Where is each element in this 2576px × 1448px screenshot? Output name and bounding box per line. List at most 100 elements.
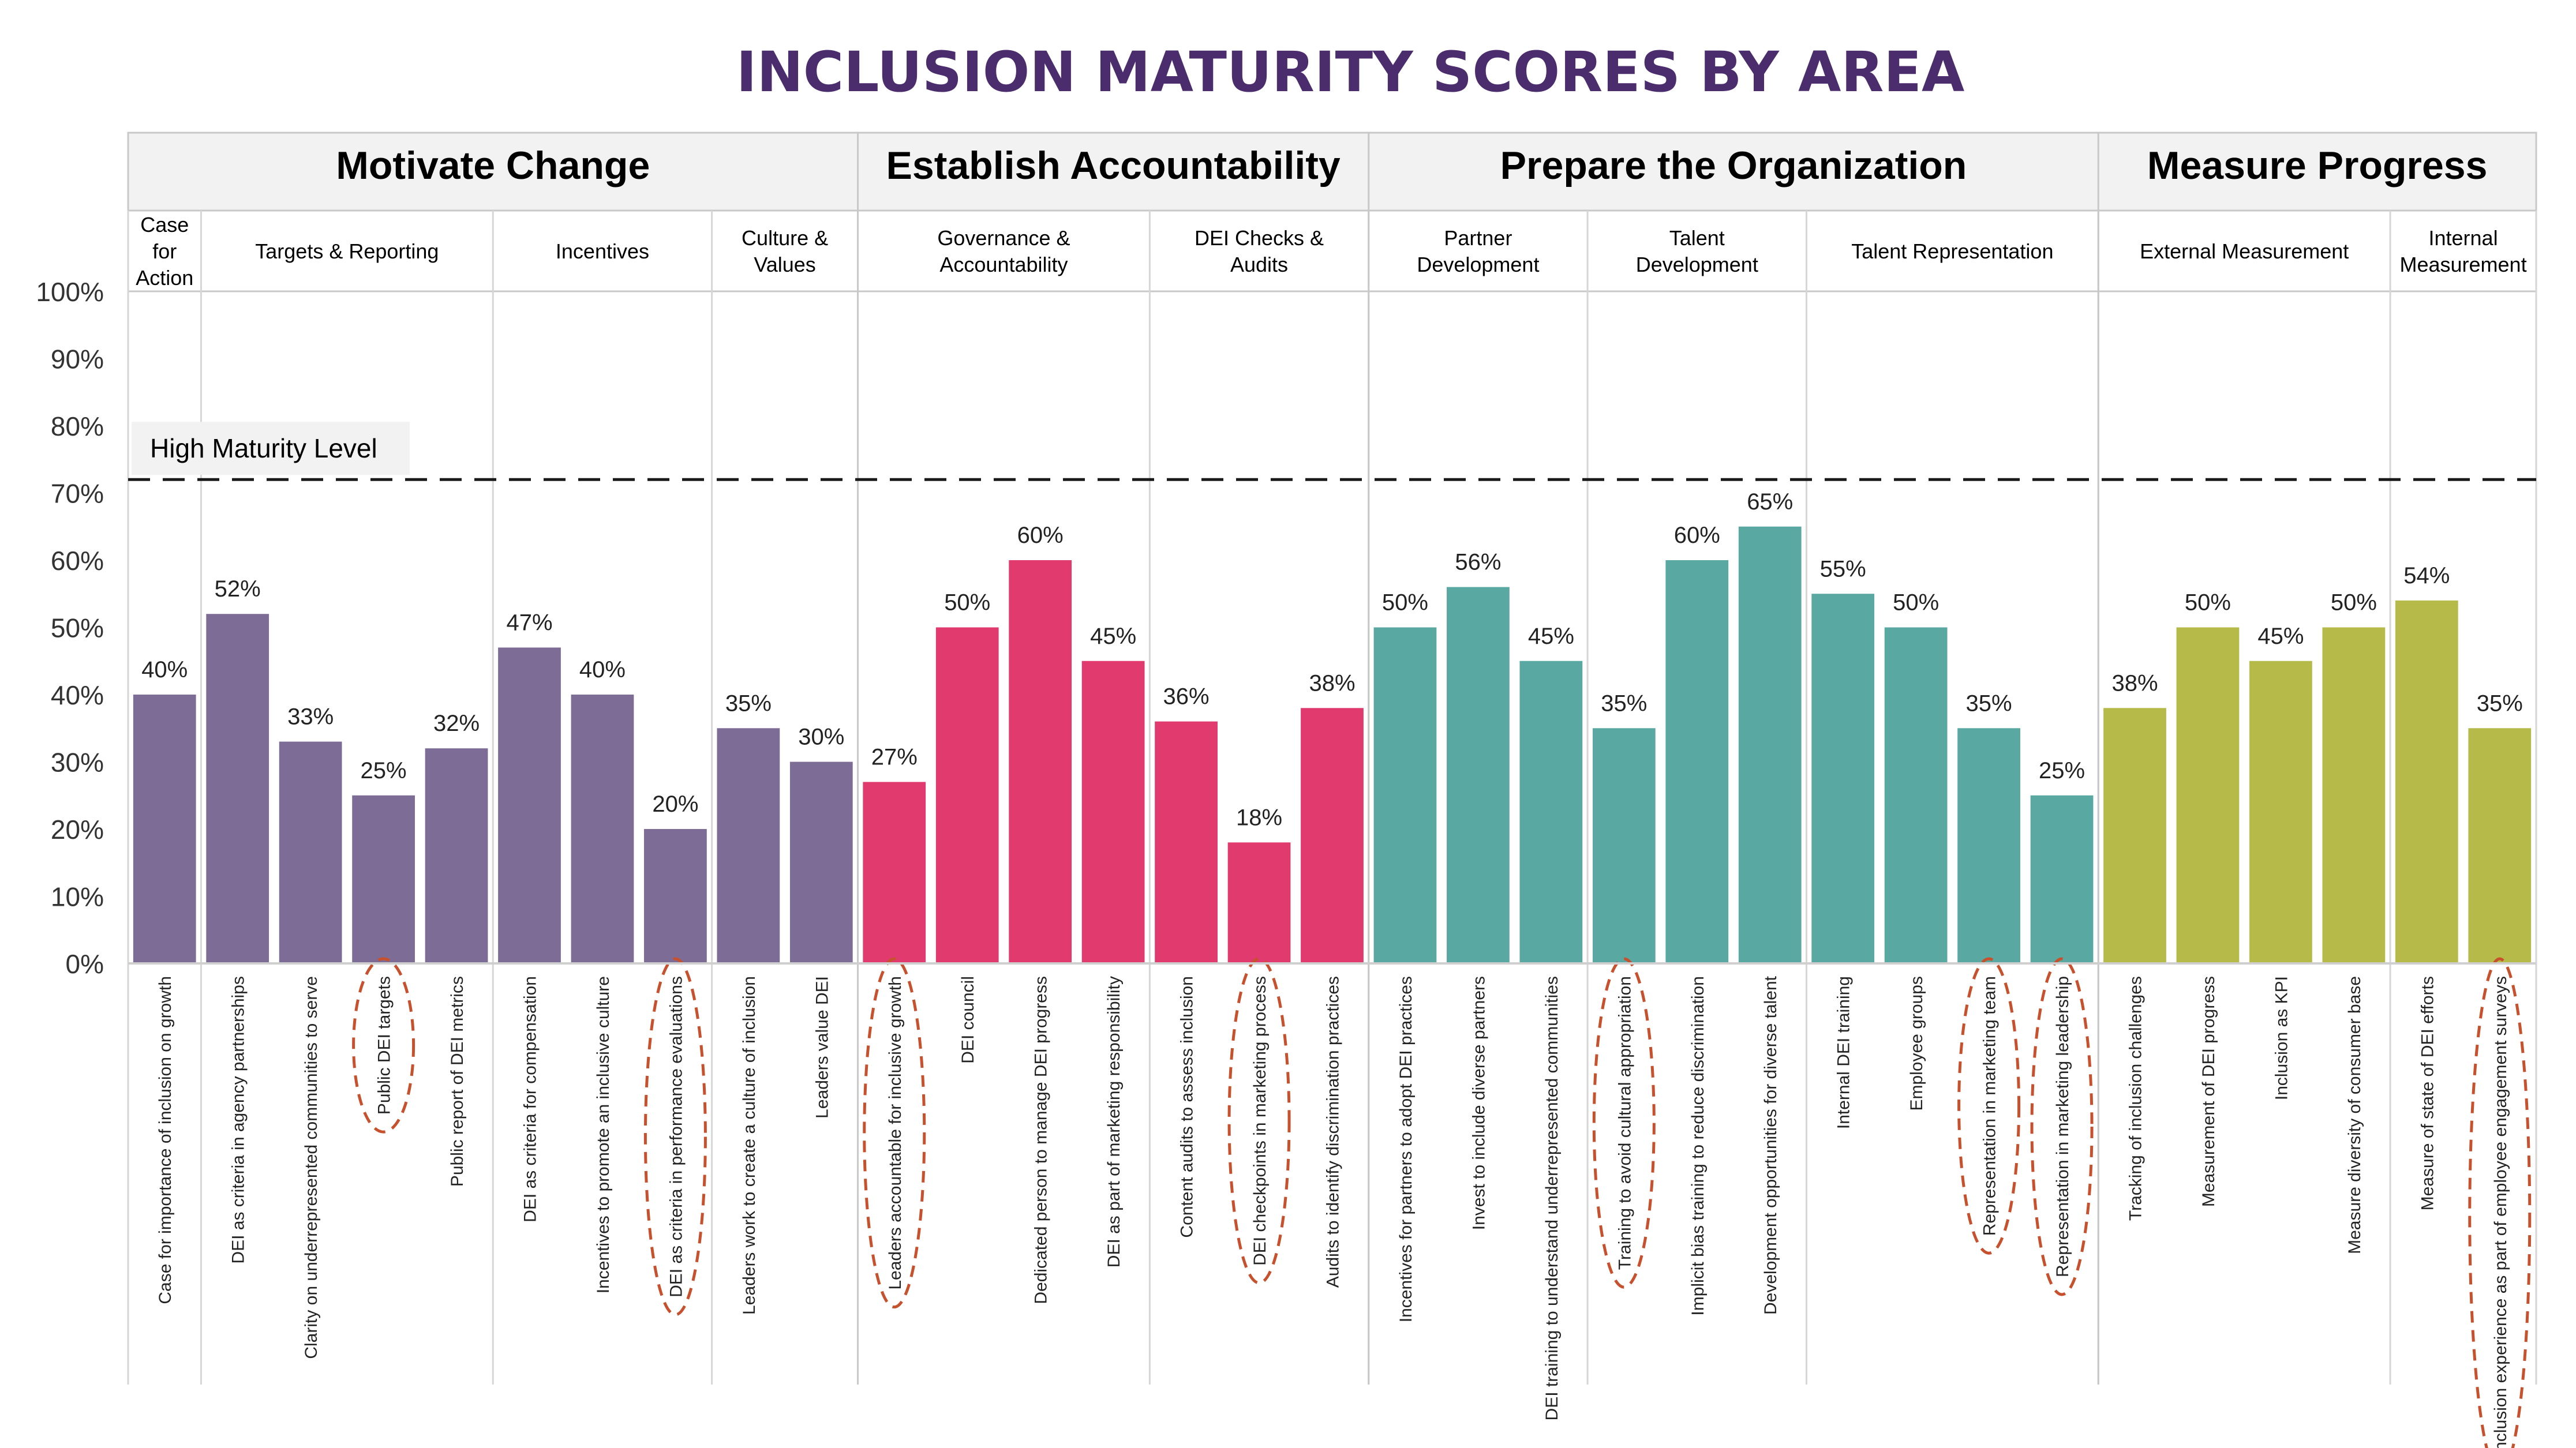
value-label: 35%: [1966, 691, 2012, 716]
value-label: 38%: [1309, 670, 1355, 696]
category-label: Public DEI targets: [375, 976, 394, 1115]
value-label: 56%: [1455, 550, 1501, 575]
category-label: Tracking of inclusion challenges: [2126, 976, 2146, 1221]
group-label: Motivate Change: [336, 144, 650, 187]
value-label: 45%: [1528, 624, 1574, 649]
highlight-circle: [1592, 957, 1656, 1289]
value-label: 35%: [1601, 691, 1647, 716]
y-tick-label: 0%: [66, 949, 104, 979]
subgroup-label: Talent: [1669, 226, 1725, 250]
category-label: DEI as criteria for compensation: [521, 976, 540, 1222]
category-label: Content audits to assess inclusion: [1178, 976, 1197, 1238]
category-label: Dedicated person to manage DEI progress: [1032, 976, 1051, 1304]
value-label: 25%: [361, 758, 407, 783]
highlight-circle: [2030, 957, 2094, 1296]
category-label: DEI as part of marketing responsibility: [1104, 976, 1124, 1267]
category-label: Measure diversity of consumer base: [2345, 976, 2364, 1254]
category-label: Training to avoid cultural appropriation: [1615, 976, 1634, 1270]
bar: [571, 695, 634, 963]
bar: [425, 748, 488, 963]
bar: [1738, 526, 1802, 963]
bar: [2249, 661, 2312, 963]
value-label: 40%: [579, 657, 626, 682]
bar: [935, 627, 999, 963]
category-label: Representation in marketing leadership: [2053, 976, 2072, 1277]
y-tick-label: 10%: [51, 882, 104, 912]
reference-label-box: [132, 422, 410, 475]
category-label: DEI training to understand underrepresen…: [1542, 976, 1562, 1420]
bar: [1227, 842, 1291, 963]
group-label: Prepare the Organization: [1500, 144, 1967, 187]
bar: [789, 761, 853, 963]
value-label: 54%: [2403, 563, 2450, 588]
bar: [1081, 661, 1145, 963]
value-label: 45%: [2257, 624, 2304, 649]
y-tick-label: 70%: [51, 479, 104, 509]
value-label: 55%: [1820, 556, 1866, 582]
subgroup-label: Development: [1636, 253, 1758, 276]
value-label: 65%: [1747, 489, 1793, 515]
subgroup-label: for: [152, 239, 177, 263]
bar: [2395, 600, 2458, 963]
category-label: DEI as criteria in agency partnerships: [229, 976, 248, 1264]
category-label: DEI checkpoints in marketing process: [1250, 976, 1270, 1266]
bar: [1519, 661, 1583, 963]
subgroup-label: Culture &: [742, 226, 828, 250]
category-label: Leaders work to create a culture of incl…: [740, 976, 759, 1315]
bar: [1447, 587, 1510, 963]
subgroup-label: Values: [754, 253, 815, 276]
subgroup-label: Measurement: [2399, 253, 2526, 276]
subgroup-label: Governance &: [937, 226, 1070, 250]
bar: [1009, 560, 1072, 963]
value-label: 32%: [433, 711, 480, 736]
value-label: 50%: [944, 590, 990, 616]
highlight-circle: [643, 957, 707, 1316]
bar: [2468, 728, 2532, 963]
bar: [133, 695, 196, 963]
category-label: Incentives to promote an inclusive cultu…: [594, 976, 613, 1293]
subgroup-label: Case: [140, 213, 189, 237]
category-label: Case for importance of inclusion on grow…: [156, 976, 175, 1304]
category-label: Leaders accountable for inclusive growth: [886, 976, 905, 1290]
category-label: Measurement of DEI progress: [2199, 976, 2218, 1207]
chart-title: INCLUSION MATURITY SCORES BY AREA: [736, 40, 1965, 104]
bar: [1155, 721, 1218, 963]
highlight-circle: [1227, 957, 1291, 1285]
category-label: DEI council: [958, 976, 978, 1064]
category-label: Employee groups: [1907, 976, 1926, 1111]
value-label: 52%: [215, 576, 261, 602]
category-label: DEI as criteria in performance evaluatio…: [667, 976, 686, 1297]
y-tick-label: 60%: [51, 546, 104, 576]
value-label: 35%: [2477, 691, 2523, 716]
subgroup-label: Action: [136, 266, 193, 290]
category-label: Audits to identify discrimination practi…: [1324, 976, 1343, 1288]
subgroup-label: Audits: [1230, 253, 1288, 276]
subgroup-label: Internal: [2429, 226, 2498, 250]
highlight-circle: [2468, 957, 2532, 1448]
bar: [352, 795, 415, 963]
reference-label: High Maturity Level: [150, 433, 377, 463]
highlight-circle: [352, 957, 415, 1134]
value-label: 33%: [287, 704, 334, 730]
group-label: Measure Progress: [2147, 144, 2488, 187]
highlight-circle: [1957, 957, 2021, 1255]
bar: [2322, 627, 2386, 963]
value-label: 27%: [871, 744, 918, 770]
value-label: 40%: [141, 657, 188, 682]
y-tick-label: 90%: [51, 344, 104, 374]
bar: [644, 829, 707, 963]
bar: [1957, 728, 2020, 963]
value-label: 18%: [1236, 805, 1282, 830]
category-label: Incentives for partners to adopt DEI pra…: [1396, 976, 1416, 1322]
subgroup-label: Targets & Reporting: [255, 239, 439, 263]
bar: [2176, 627, 2240, 963]
category-label: Leaders value DEI: [813, 976, 832, 1119]
category-label: Public report of DEI metrics: [448, 976, 467, 1187]
category-label: Inclusion as KPI: [2272, 976, 2291, 1100]
value-label: 50%: [2185, 590, 2231, 616]
y-tick-label: 50%: [51, 613, 104, 643]
group-label: Establish Accountability: [886, 144, 1341, 187]
category-label: Internal DEI training: [1834, 976, 1854, 1129]
